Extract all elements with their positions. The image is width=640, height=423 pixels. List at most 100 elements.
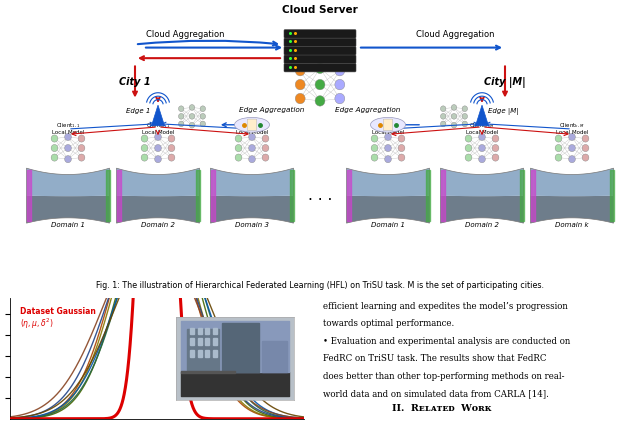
Circle shape [141, 145, 148, 151]
Polygon shape [262, 341, 287, 372]
Polygon shape [205, 338, 209, 345]
Circle shape [451, 113, 457, 119]
Polygon shape [116, 196, 200, 223]
Circle shape [582, 135, 589, 142]
Circle shape [248, 156, 255, 163]
Circle shape [315, 96, 325, 106]
Circle shape [398, 135, 405, 142]
Circle shape [335, 66, 345, 76]
Polygon shape [212, 350, 217, 357]
Circle shape [335, 80, 345, 90]
Circle shape [582, 145, 589, 151]
Text: Cloud Aggregation: Cloud Aggregation [416, 30, 494, 39]
Circle shape [179, 106, 184, 112]
Circle shape [479, 156, 485, 163]
Polygon shape [346, 196, 429, 223]
Circle shape [78, 154, 85, 161]
Text: II.  Rᴇʟᴀᴛᴇᴅ  Wᴏʀᴋ: II. Rᴇʟᴀᴛᴇᴅ Wᴏʀᴋ [392, 404, 492, 413]
FancyBboxPatch shape [284, 47, 356, 55]
Polygon shape [476, 105, 488, 126]
Circle shape [335, 93, 345, 104]
Circle shape [440, 121, 446, 127]
Circle shape [155, 145, 161, 151]
Text: RGB Gaussians: RGB Gaussians [195, 380, 259, 389]
Polygon shape [205, 350, 209, 357]
Ellipse shape [234, 117, 269, 132]
Circle shape [462, 113, 467, 119]
Polygon shape [211, 196, 294, 223]
Ellipse shape [371, 117, 406, 132]
Circle shape [371, 154, 378, 161]
Circle shape [262, 145, 269, 151]
Polygon shape [531, 168, 614, 196]
Text: Domain 1: Domain 1 [51, 222, 85, 228]
Circle shape [385, 156, 392, 163]
Circle shape [168, 145, 175, 151]
Polygon shape [198, 338, 202, 345]
Text: • Evaluation and experimental analysis are conducted on: • Evaluation and experimental analysis a… [323, 337, 570, 346]
Polygon shape [212, 328, 217, 335]
Circle shape [168, 154, 175, 161]
Circle shape [200, 121, 205, 127]
Text: $(\eta, \mu, \delta^2)$: $(\eta, \mu, \delta^2)$ [20, 316, 54, 330]
Polygon shape [187, 329, 219, 372]
Circle shape [235, 145, 242, 151]
Circle shape [248, 133, 255, 140]
Circle shape [465, 135, 472, 142]
Circle shape [385, 145, 392, 151]
Circle shape [568, 133, 575, 140]
Text: Client$_{2,M}$
Local Model: Client$_{2,M}$ Local Model [466, 121, 498, 135]
Text: Cloud Server: Cloud Server [282, 5, 358, 15]
Text: Domain 2: Domain 2 [141, 222, 175, 228]
Circle shape [168, 135, 175, 142]
Text: Client$_{1,M}$
Local Model: Client$_{1,M}$ Local Model [372, 121, 404, 135]
Circle shape [440, 106, 446, 112]
Polygon shape [116, 168, 200, 196]
Text: Fig. 1: The illustration of Hierarchical Federated Learning (HFL) on TriSU task.: Fig. 1: The illustration of Hierarchical… [96, 281, 544, 290]
Circle shape [555, 145, 562, 151]
Circle shape [440, 113, 446, 119]
Circle shape [141, 154, 148, 161]
Circle shape [492, 135, 499, 142]
FancyBboxPatch shape [284, 55, 356, 63]
Polygon shape [198, 328, 202, 335]
Circle shape [51, 145, 58, 151]
Circle shape [189, 104, 195, 110]
Circle shape [262, 154, 269, 161]
Circle shape [479, 145, 485, 151]
Polygon shape [440, 168, 524, 196]
Circle shape [65, 145, 72, 151]
Circle shape [200, 113, 205, 119]
Text: City 1: City 1 [119, 77, 151, 87]
Polygon shape [190, 338, 195, 345]
Polygon shape [152, 105, 164, 126]
Circle shape [65, 133, 72, 140]
Circle shape [451, 104, 457, 110]
Circle shape [465, 145, 472, 151]
Text: Dataset Gaussian: Dataset Gaussian [20, 307, 96, 316]
Text: Client$_{k,M}$
Local Model: Client$_{k,M}$ Local Model [556, 121, 588, 135]
Circle shape [492, 154, 499, 161]
Polygon shape [205, 328, 209, 335]
Text: does better than other top-performing methods on real-: does better than other top-performing me… [323, 372, 564, 381]
Circle shape [155, 133, 161, 140]
Circle shape [398, 145, 405, 151]
Text: Edge 1: Edge 1 [126, 108, 150, 114]
Circle shape [371, 135, 378, 142]
Polygon shape [211, 168, 294, 196]
Circle shape [465, 154, 472, 161]
Circle shape [568, 156, 575, 163]
Circle shape [371, 145, 378, 151]
Circle shape [568, 145, 575, 151]
Circle shape [582, 154, 589, 161]
Circle shape [78, 145, 85, 151]
Circle shape [479, 133, 485, 140]
FancyBboxPatch shape [284, 63, 356, 72]
Polygon shape [26, 196, 109, 223]
Circle shape [315, 80, 325, 90]
Circle shape [155, 156, 161, 163]
Text: Domain k: Domain k [556, 222, 589, 228]
Polygon shape [190, 328, 195, 335]
Circle shape [295, 66, 305, 76]
Text: towards optimal performance.: towards optimal performance. [323, 319, 454, 328]
